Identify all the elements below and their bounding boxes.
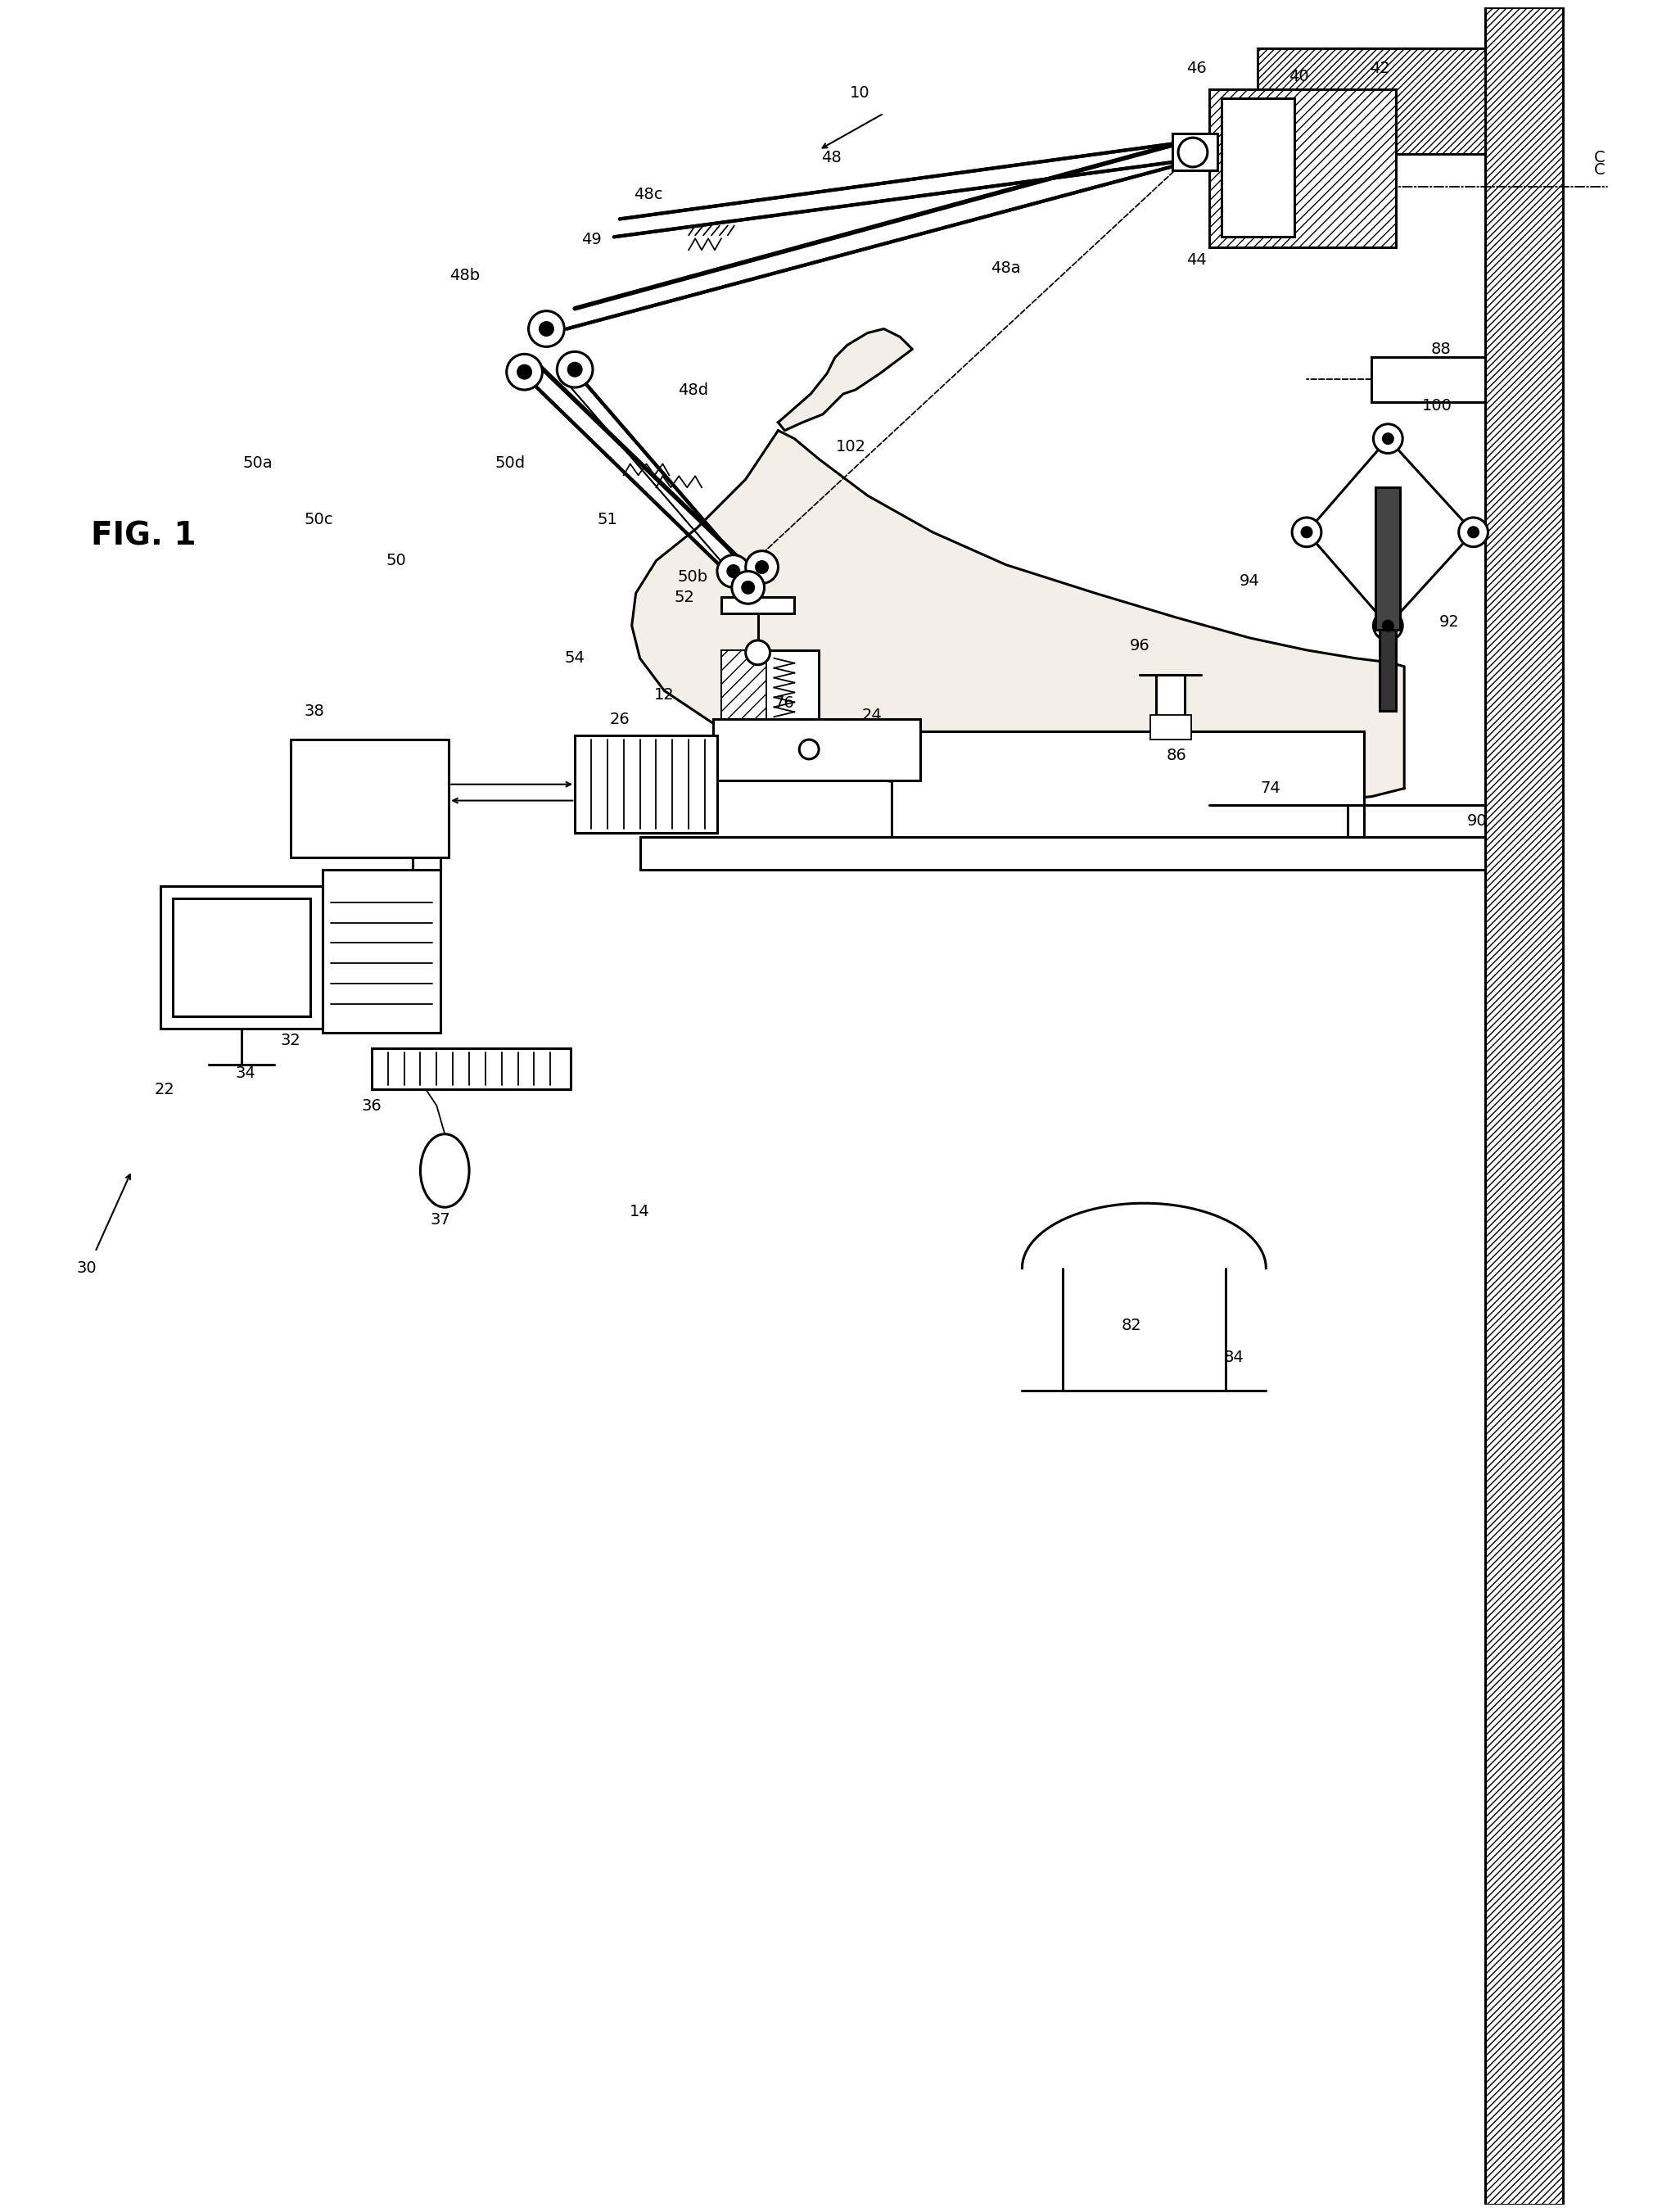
Text: 26: 26 <box>610 712 630 728</box>
Text: 22: 22 <box>155 1082 175 1097</box>
Text: 24: 24 <box>861 708 883 723</box>
Circle shape <box>743 582 755 593</box>
Circle shape <box>756 562 768 573</box>
Circle shape <box>1291 518 1321 546</box>
Text: 90: 90 <box>1468 814 1487 830</box>
Text: 36: 36 <box>361 1097 382 1113</box>
Text: 100: 100 <box>1421 398 1453 414</box>
Text: FIG. 1: FIG. 1 <box>91 520 196 551</box>
Text: 50c: 50c <box>304 513 334 529</box>
Text: 46: 46 <box>1187 60 1207 77</box>
Bar <box>160 887 322 1029</box>
Circle shape <box>1301 526 1311 538</box>
Circle shape <box>568 363 582 376</box>
Text: 74: 74 <box>1260 781 1280 796</box>
Text: 38: 38 <box>304 703 324 719</box>
Circle shape <box>1373 611 1403 639</box>
Bar <box>1371 358 1486 403</box>
Text: 76: 76 <box>774 695 794 710</box>
Circle shape <box>519 365 530 378</box>
Bar <box>1222 100 1295 237</box>
Text: 10: 10 <box>849 86 869 102</box>
Bar <box>575 737 718 834</box>
Text: 14: 14 <box>630 1203 650 1219</box>
Text: 102: 102 <box>836 438 866 453</box>
Bar <box>1172 133 1217 170</box>
Text: 48c: 48c <box>633 186 663 204</box>
Text: 50b: 50b <box>678 568 708 584</box>
Bar <box>173 898 311 1015</box>
Text: 49: 49 <box>582 232 602 248</box>
Circle shape <box>799 739 819 759</box>
Circle shape <box>746 639 770 666</box>
Text: C: C <box>1594 161 1605 177</box>
Bar <box>1157 675 1185 723</box>
Text: 48d: 48d <box>678 383 708 398</box>
Circle shape <box>507 354 542 389</box>
Text: 12: 12 <box>655 688 675 703</box>
Text: 44: 44 <box>1187 252 1207 268</box>
Bar <box>721 650 819 723</box>
Text: 51: 51 <box>597 513 618 529</box>
Ellipse shape <box>420 1135 469 1208</box>
Text: 30: 30 <box>76 1261 96 1276</box>
Bar <box>1208 88 1396 248</box>
Circle shape <box>529 312 565 347</box>
Text: 96: 96 <box>1130 639 1150 655</box>
Circle shape <box>1373 425 1403 453</box>
Bar <box>713 719 921 781</box>
Bar <box>640 836 1486 869</box>
Polygon shape <box>778 330 912 431</box>
Text: 50: 50 <box>386 553 406 568</box>
Polygon shape <box>632 431 1404 810</box>
Bar <box>322 869 440 1033</box>
Text: 84: 84 <box>1223 1349 1243 1365</box>
Text: 88: 88 <box>1431 341 1451 356</box>
Bar <box>1258 49 1486 155</box>
Bar <box>721 650 766 723</box>
Polygon shape <box>613 139 1200 237</box>
Polygon shape <box>532 367 746 582</box>
Bar <box>1150 714 1192 739</box>
Bar <box>1486 7 1562 2205</box>
Polygon shape <box>567 137 1200 330</box>
Text: 48b: 48b <box>450 268 480 283</box>
Text: 40: 40 <box>1288 69 1308 84</box>
Text: 82: 82 <box>1122 1318 1142 1334</box>
Circle shape <box>728 566 740 577</box>
Circle shape <box>731 571 765 604</box>
Text: 50d: 50d <box>495 456 525 471</box>
Bar <box>1486 7 1562 2205</box>
Text: 37: 37 <box>430 1212 450 1228</box>
Text: 48: 48 <box>821 150 841 166</box>
Bar <box>1379 630 1396 710</box>
Text: 34: 34 <box>236 1066 256 1082</box>
Text: 32: 32 <box>281 1033 301 1048</box>
Bar <box>291 739 449 858</box>
Circle shape <box>1383 434 1393 445</box>
Circle shape <box>540 323 553 336</box>
Polygon shape <box>570 372 746 584</box>
Circle shape <box>746 551 778 584</box>
Circle shape <box>1469 526 1478 538</box>
Circle shape <box>557 352 593 387</box>
Text: 50a: 50a <box>243 456 273 471</box>
Bar <box>892 732 1363 836</box>
Text: 94: 94 <box>1240 573 1260 588</box>
Circle shape <box>718 555 750 588</box>
Text: C: C <box>1594 150 1605 166</box>
Text: 52: 52 <box>675 588 695 606</box>
Text: 86: 86 <box>1167 748 1187 763</box>
Circle shape <box>1459 518 1487 546</box>
Text: 48a: 48a <box>991 261 1020 276</box>
Bar <box>372 1048 570 1088</box>
Text: 42: 42 <box>1369 60 1389 77</box>
Text: 92: 92 <box>1439 615 1459 630</box>
Text: 54: 54 <box>565 650 585 666</box>
Circle shape <box>1383 622 1393 630</box>
Bar <box>1376 487 1399 630</box>
Bar <box>721 597 794 613</box>
